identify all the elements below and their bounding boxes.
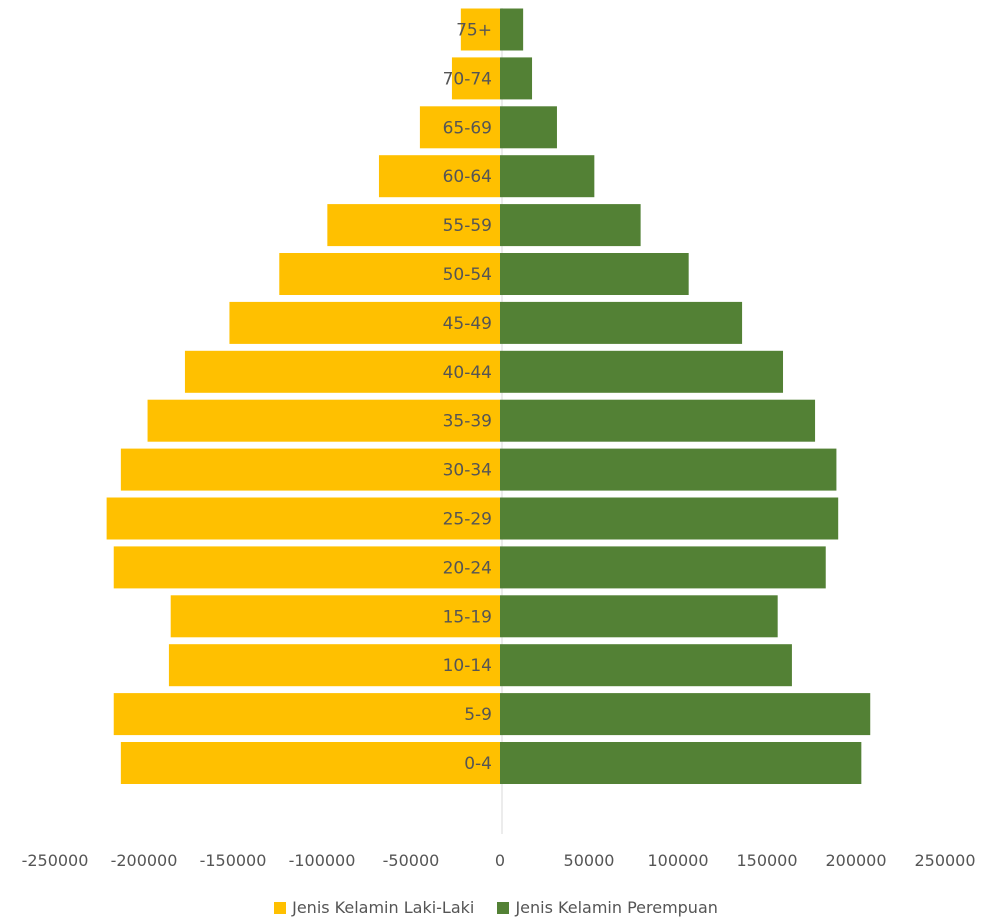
- bar-perempuan-10-14: [500, 644, 792, 687]
- x-tick-labels-layer: -250000 -200000 -150000 -100000 -50000 0 50000…: [22, 851, 976, 870]
- x-tick-label--100000: -100000: [289, 851, 356, 870]
- category-label-55-59: 55-59: [443, 216, 492, 236]
- bar-laki-laki-10-14: [168, 644, 501, 687]
- bars-layer: [106, 8, 871, 784]
- category-labels-layer: 0-4 5-9 10-14 15-19 20-24 25-29 30-34 35-39 40-4…: [443, 21, 492, 775]
- x-tick-label-100000: 100000: [647, 851, 708, 870]
- bar-perempuan-30-34: [500, 448, 837, 491]
- x-tick-label--250000: -250000: [22, 851, 89, 870]
- legend: Jenis Kelamin Laki-Laki Jenis Kelamin Pe…: [0, 898, 992, 918]
- bar-laki-laki-60-64: [378, 155, 500, 198]
- bar-laki-laki-50-54: [279, 253, 500, 295]
- x-tick-label-250000: 250000: [914, 851, 975, 870]
- legend-item-perempuan: Jenis Kelamin Perempuan: [497, 898, 718, 917]
- bar-laki-laki-5-9: [113, 693, 501, 736]
- bar-laki-laki-15-19: [170, 595, 500, 638]
- bar-perempuan-70-74: [500, 57, 533, 100]
- bar-laki-laki-40-44: [184, 350, 500, 393]
- category-label-45-49: 45-49: [443, 314, 492, 334]
- category-label-35-39: 35-39: [443, 412, 492, 432]
- bar-perempuan-40-44: [500, 350, 784, 393]
- bar-perempuan-65-69: [500, 106, 557, 149]
- category-label-15-19: 15-19: [443, 607, 492, 627]
- legend-label-laki-laki: Jenis Kelamin Laki-Laki: [292, 898, 475, 917]
- bar-laki-laki-20-24: [113, 546, 501, 589]
- bar-perempuan-60-64: [500, 155, 595, 198]
- category-label-20-24: 20-24: [443, 558, 492, 578]
- category-label-10-14: 10-14: [443, 656, 492, 676]
- category-label-70-74: 70-74: [443, 69, 492, 89]
- bar-perempuan-35-39: [500, 399, 816, 442]
- bar-laki-laki-55-59: [327, 204, 500, 247]
- x-tick-label-50000: 50000: [564, 851, 615, 870]
- legend-label-perempuan: Jenis Kelamin Perempuan: [515, 898, 718, 917]
- x-tick-label--50000: -50000: [383, 851, 440, 870]
- bar-perempuan-75+: [500, 8, 524, 51]
- bar-laki-laki-0-4: [120, 742, 501, 784]
- bar-perempuan-15-19: [500, 595, 778, 638]
- x-tick-label-200000: 200000: [825, 851, 886, 870]
- legend-swatch-perempuan: [497, 901, 510, 914]
- bar-laki-laki-70-74: [451, 57, 500, 100]
- x-tick-label--200000: -200000: [111, 851, 178, 870]
- x-tick-label-0: 0: [495, 851, 505, 870]
- category-label-60-64: 60-64: [443, 167, 492, 187]
- bar-perempuan-50-54: [500, 253, 689, 295]
- legend-swatch-laki-laki: [274, 901, 287, 914]
- category-label-30-34: 30-34: [443, 461, 492, 481]
- bar-perempuan-0-4: [500, 742, 862, 784]
- bar-laki-laki-45-49: [229, 301, 500, 344]
- x-tick-label--150000: -150000: [200, 851, 267, 870]
- category-label-40-44: 40-44: [443, 363, 492, 383]
- x-tick-label-150000: 150000: [736, 851, 797, 870]
- bar-perempuan-25-29: [500, 497, 839, 540]
- legend-item-laki-laki: Jenis Kelamin Laki-Laki: [274, 898, 474, 917]
- category-label-65-69: 65-69: [443, 118, 492, 138]
- category-label-25-29: 25-29: [443, 510, 492, 530]
- category-label-75+: 75+: [456, 21, 492, 41]
- bar-laki-laki-65-69: [419, 106, 500, 149]
- bar-perempuan-55-59: [500, 204, 641, 247]
- bar-perempuan-5-9: [500, 693, 871, 736]
- bar-laki-laki-75+: [460, 8, 500, 51]
- bar-laki-laki-35-39: [147, 399, 500, 442]
- category-label-0-4: 0-4: [464, 754, 492, 774]
- bar-perempuan-20-24: [500, 546, 826, 589]
- bar-perempuan-45-49: [500, 301, 743, 344]
- category-label-5-9: 5-9: [464, 705, 492, 725]
- bar-laki-laki-30-34: [120, 448, 501, 491]
- bar-laki-laki-25-29: [106, 497, 501, 540]
- category-label-50-54: 50-54: [443, 265, 492, 285]
